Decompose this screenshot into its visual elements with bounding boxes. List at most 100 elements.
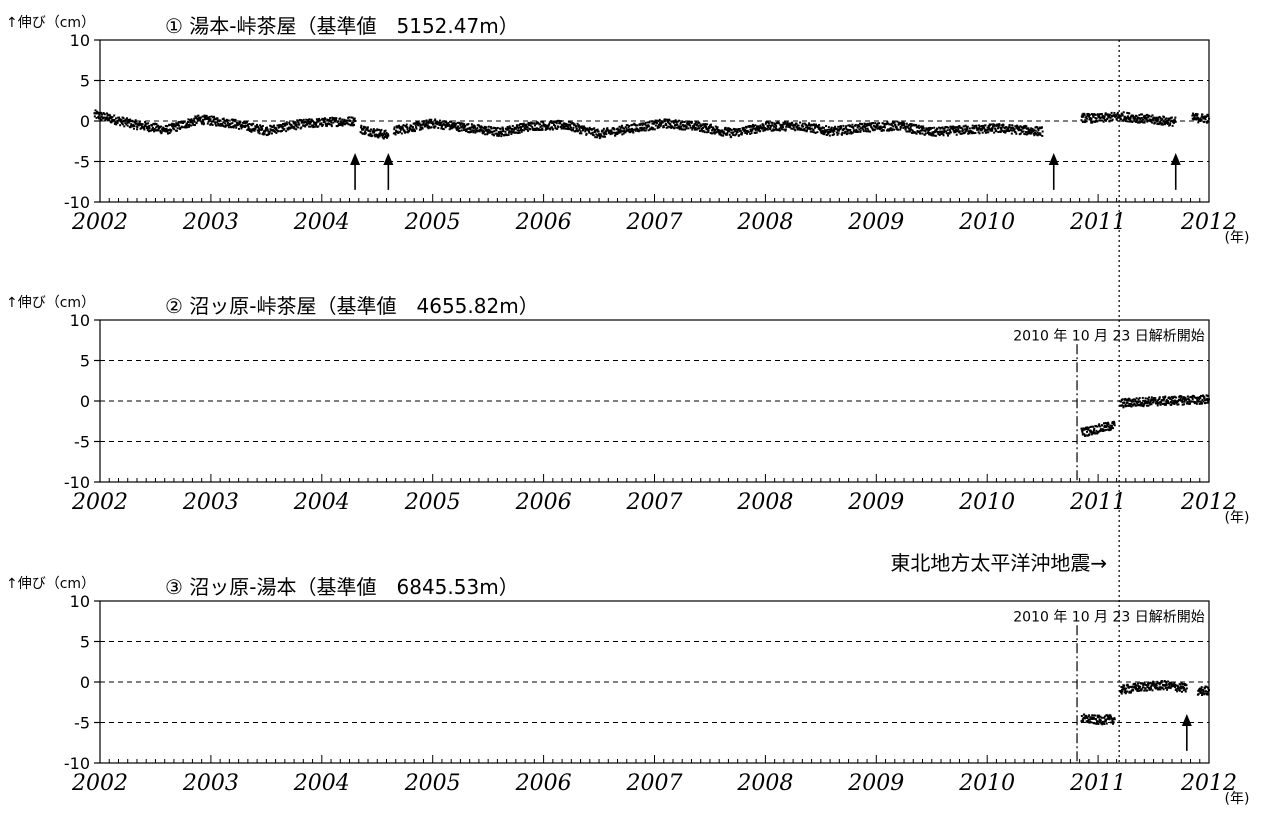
- data-point: [1112, 721, 1115, 724]
- data-point: [1081, 121, 1084, 124]
- data-point: [100, 112, 103, 115]
- data-point: [1195, 402, 1198, 405]
- data-point: [863, 123, 866, 126]
- data-point: [372, 131, 375, 134]
- data-point: [971, 124, 974, 127]
- data-point: [125, 118, 128, 121]
- data-point: [419, 124, 422, 127]
- data-point: [286, 127, 289, 130]
- data-point: [279, 124, 282, 127]
- data-point: [623, 127, 626, 130]
- data-point: [730, 135, 733, 138]
- data-point: [285, 130, 288, 133]
- data-point: [923, 133, 926, 136]
- data-point: [616, 127, 619, 130]
- data-point: [1166, 401, 1169, 404]
- data-point: [275, 127, 278, 130]
- data-point: [1161, 686, 1164, 689]
- data-point: [806, 125, 809, 128]
- data-point: [577, 124, 580, 127]
- data-point: [590, 132, 593, 135]
- data-point: [443, 123, 446, 126]
- data-point: [1201, 398, 1204, 401]
- data-point: [1099, 428, 1102, 431]
- data-point: [782, 121, 785, 124]
- data-point: [722, 134, 725, 137]
- data-point: [1087, 718, 1090, 721]
- data-point: [719, 129, 722, 132]
- data-point: [337, 120, 340, 123]
- y-tick-label: 5: [80, 352, 90, 371]
- data-point: [114, 122, 117, 125]
- data-point: [1168, 681, 1171, 684]
- data-point: [632, 131, 635, 134]
- data-point: [1157, 116, 1160, 119]
- data-point: [419, 126, 422, 129]
- data-point: [542, 121, 545, 124]
- data-point: [1090, 431, 1093, 434]
- panel-1-ylabel: ↑伸び（cm）: [6, 15, 95, 31]
- data-point: [674, 123, 677, 126]
- data-point: [227, 124, 230, 127]
- data-point: [805, 123, 808, 126]
- data-point: [1091, 714, 1094, 717]
- data-point: [460, 129, 463, 132]
- x-tick-label: 2006: [515, 490, 572, 515]
- data-point: [1014, 125, 1017, 128]
- data-point: [1194, 112, 1197, 115]
- data-point: [517, 132, 520, 135]
- data-point: [511, 124, 514, 127]
- data-point: [216, 121, 219, 124]
- data-point: [1023, 132, 1026, 135]
- data-point: [1162, 398, 1165, 401]
- data-point: [693, 127, 696, 130]
- data-point: [176, 127, 179, 130]
- data-point: [525, 124, 528, 127]
- data-point: [983, 126, 986, 129]
- data-point: [1175, 684, 1178, 687]
- data-point: [1124, 120, 1127, 123]
- data-point: [570, 122, 573, 125]
- data-point: [881, 129, 884, 132]
- data-point: [1104, 112, 1107, 115]
- data-point: [339, 117, 342, 120]
- data-point: [304, 125, 307, 128]
- data-point: [700, 129, 703, 132]
- data-point: [385, 136, 388, 139]
- data-point: [118, 118, 121, 121]
- data-point: [1195, 118, 1198, 121]
- data-point: [1088, 115, 1091, 118]
- data-point: [307, 120, 310, 123]
- data-point: [1091, 120, 1094, 123]
- data-point: [858, 125, 861, 128]
- data-point: [514, 127, 517, 130]
- data-point: [915, 123, 918, 126]
- data-point: [1099, 119, 1102, 122]
- data-point: [507, 131, 510, 134]
- data-point: [342, 122, 345, 125]
- data-point: [188, 119, 191, 122]
- data-point: [520, 127, 523, 130]
- data-point: [1017, 128, 1020, 131]
- data-point: [620, 124, 623, 127]
- data-point: [1165, 120, 1168, 123]
- data-point: [652, 122, 655, 125]
- data-point: [146, 128, 149, 131]
- data-point: [303, 120, 306, 123]
- data-point: [193, 120, 196, 123]
- data-point: [864, 130, 867, 133]
- data-point: [367, 129, 370, 132]
- data-point: [1124, 690, 1127, 693]
- data-point: [399, 130, 402, 133]
- data-point: [665, 118, 668, 121]
- data-point: [599, 136, 602, 139]
- data-point: [372, 128, 375, 131]
- data-point: [1190, 400, 1193, 403]
- data-point: [1151, 684, 1154, 687]
- data-point: [1167, 119, 1170, 122]
- data-point: [856, 130, 859, 133]
- data-point: [1096, 120, 1099, 123]
- data-point: [446, 124, 449, 127]
- data-point: [1103, 720, 1106, 723]
- data-point: [155, 122, 158, 125]
